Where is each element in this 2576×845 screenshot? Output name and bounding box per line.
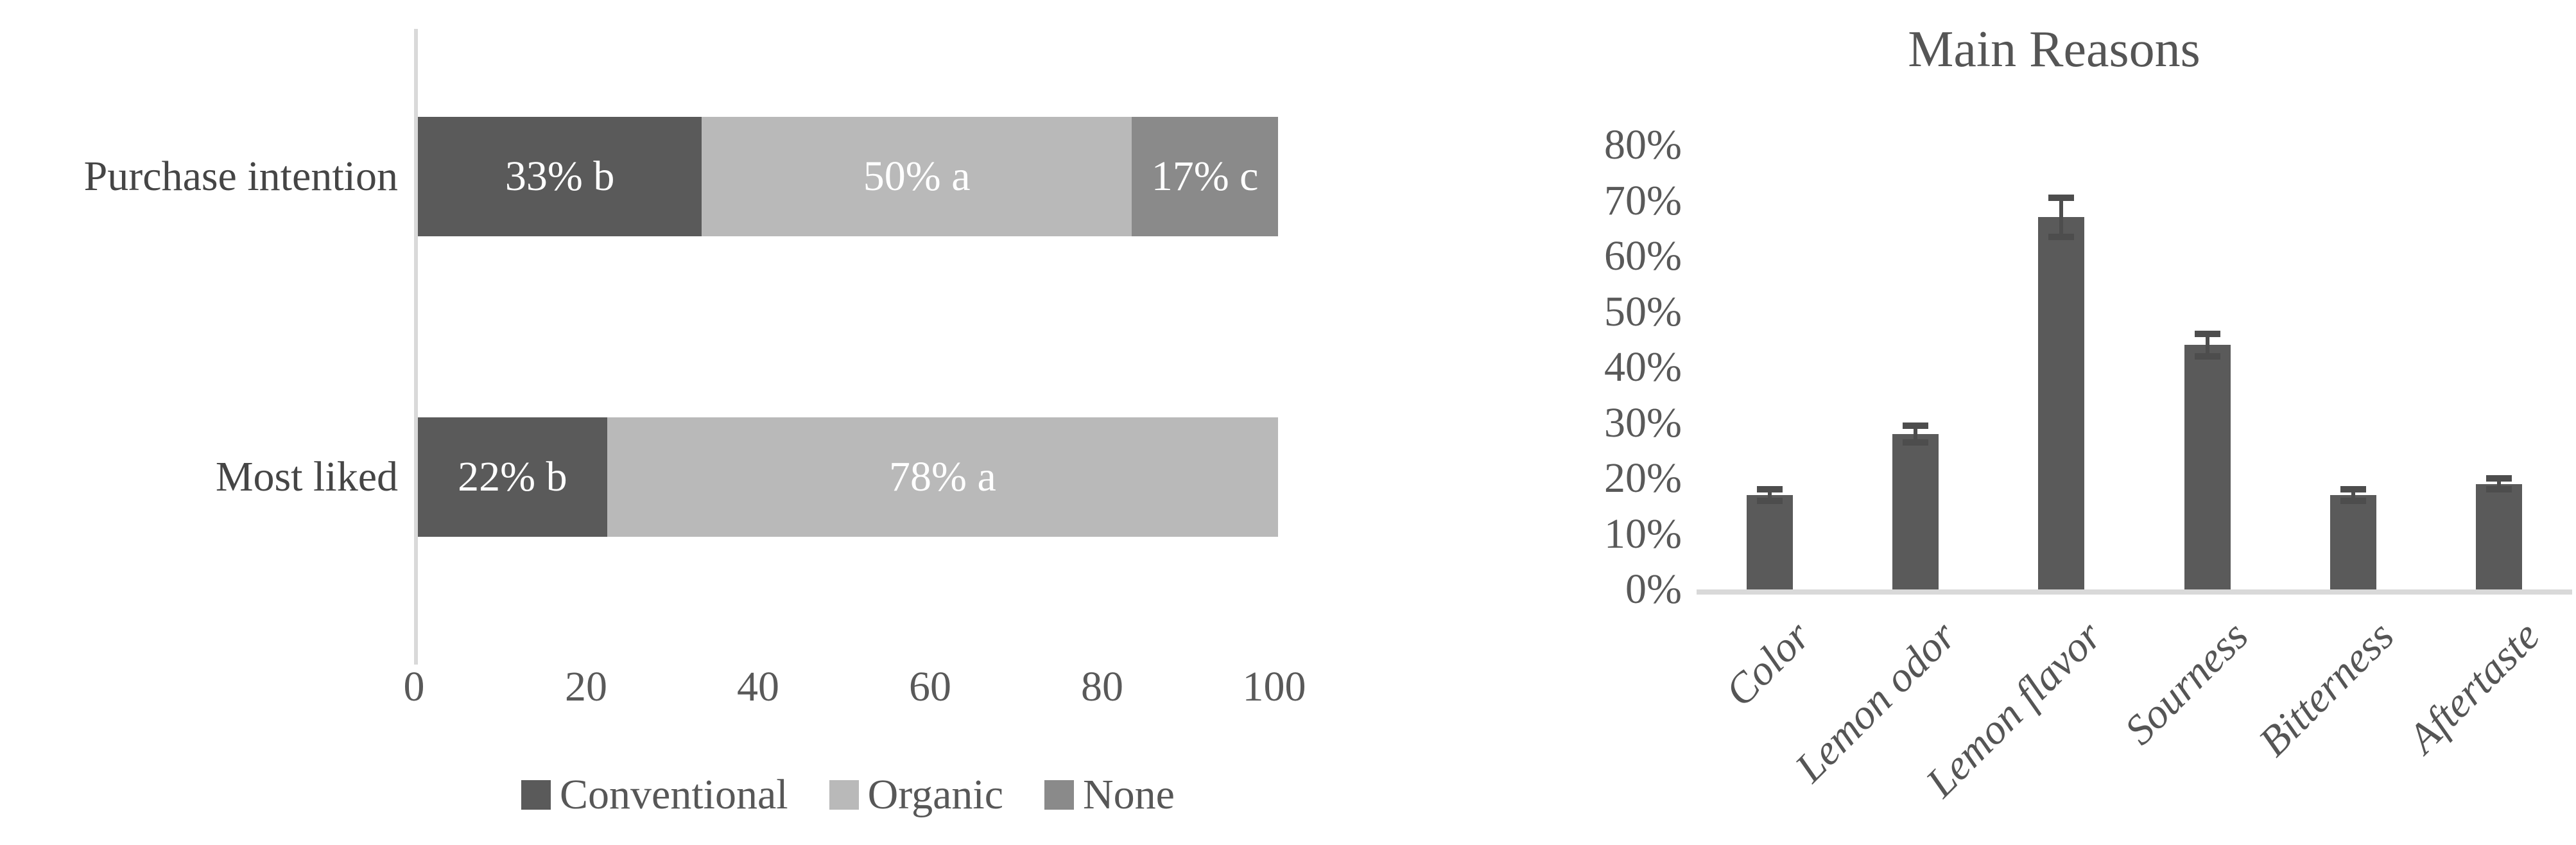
legend-swatch-icon	[521, 780, 551, 810]
legend-item-organic: Organic	[829, 771, 1003, 819]
legend-label: None	[1083, 771, 1175, 818]
error-bar-whisker	[2351, 489, 2355, 501]
y-axis-tick-label: 10%	[1604, 510, 1682, 557]
bar-bitterness	[2330, 494, 2376, 589]
legend-item-conventional: Conventional	[521, 771, 788, 819]
bar-value-label: 50% a	[863, 153, 971, 200]
error-bar-bottom-cap	[1903, 439, 1928, 446]
stacked-bar: 22% b 78% a	[418, 417, 1278, 537]
bar-color	[1746, 494, 1793, 589]
error-bar-bottom-cap	[2340, 497, 2366, 504]
bar-value-label: 17% c	[1151, 153, 1259, 200]
error-bar-top-cap	[2340, 486, 2366, 493]
left-chart-y-axis-line	[414, 29, 418, 665]
main-reasons-bar-chart: Main Reasons 0% 10% 20% 30% 40% 50% 60% 70% 80% C…	[1316, 0, 2576, 845]
bar-lemon-odor	[1892, 433, 1939, 589]
y-axis-tick-label: 40%	[1604, 344, 1682, 390]
error-bar-top-cap	[2194, 331, 2220, 338]
error-bar-whisker	[2205, 334, 2209, 356]
bar-segment-conventional: 33% b	[418, 117, 702, 236]
error-bar-top-cap	[1903, 422, 1928, 429]
legend-item-none: None	[1044, 771, 1175, 819]
y-axis-tick-label: 80%	[1604, 121, 1682, 168]
bar-segment-conventional: 22% b	[418, 417, 607, 537]
error-bar-top-cap	[1756, 486, 1783, 493]
error-bar-bottom-cap	[1756, 497, 1783, 504]
error-bar-top-cap	[2486, 475, 2512, 482]
x-axis-tick-label: 80	[1081, 663, 1123, 710]
error-bar-whisker	[2497, 478, 2502, 490]
x-axis-tick-label: 60	[909, 663, 951, 710]
error-bar-bottom-cap	[2194, 353, 2220, 360]
bar-value-label: 78% a	[889, 453, 996, 500]
x-axis-tick-label: 40	[737, 663, 779, 710]
x-axis-tick-label: 100	[1242, 663, 1306, 710]
x-axis-tick-label: 0	[403, 663, 425, 710]
y-axis-tick-label: 0%	[1625, 566, 1682, 613]
preference-stacked-bar-chart: Purchase intention 33% b 50% a 17% c Most li…	[83, 29, 1306, 828]
error-bar-bottom-cap	[2048, 233, 2075, 240]
chart-title: Main Reasons	[1908, 21, 2200, 78]
bar-sourness	[2184, 345, 2231, 589]
error-bar-whisker	[1767, 489, 1772, 501]
y-axis-tick-label: 30%	[1604, 399, 1682, 446]
bar-lemon-flavor	[2038, 217, 2085, 589]
legend-label: Organic	[867, 771, 1004, 818]
x-axis-tick-label: 20	[565, 663, 607, 710]
bar-aftertaste	[2476, 483, 2523, 589]
error-bar-whisker	[1914, 425, 1917, 442]
stacked-bar: 33% b 50% a 17% c	[418, 117, 1278, 236]
bar-segment-organic: 78% a	[607, 417, 1278, 537]
legend: Conventional Organic None	[418, 762, 1278, 828]
category-label: Purchase intention	[83, 153, 398, 200]
y-axis-tick-label: 70%	[1604, 177, 1682, 224]
legend-label: Conventional	[560, 771, 788, 818]
error-bar-whisker	[2059, 198, 2064, 237]
error-bar-top-cap	[2048, 195, 2075, 202]
bar-segment-organic: 50% a	[702, 117, 1132, 236]
y-axis-tick-label: 20%	[1604, 455, 1682, 501]
y-axis-tick-label: 50%	[1604, 288, 1682, 335]
x-axis-line	[1697, 589, 2572, 595]
legend-swatch-icon	[829, 780, 859, 810]
bar-value-label: 33% b	[505, 153, 615, 200]
y-axis-tick-label: 60%	[1604, 232, 1682, 279]
category-label: Most liked	[215, 453, 398, 500]
legend-swatch-icon	[1044, 780, 1075, 810]
bar-segment-none: 17% c	[1132, 117, 1278, 236]
bar-value-label: 22% b	[458, 453, 567, 500]
error-bar-bottom-cap	[2486, 486, 2512, 493]
